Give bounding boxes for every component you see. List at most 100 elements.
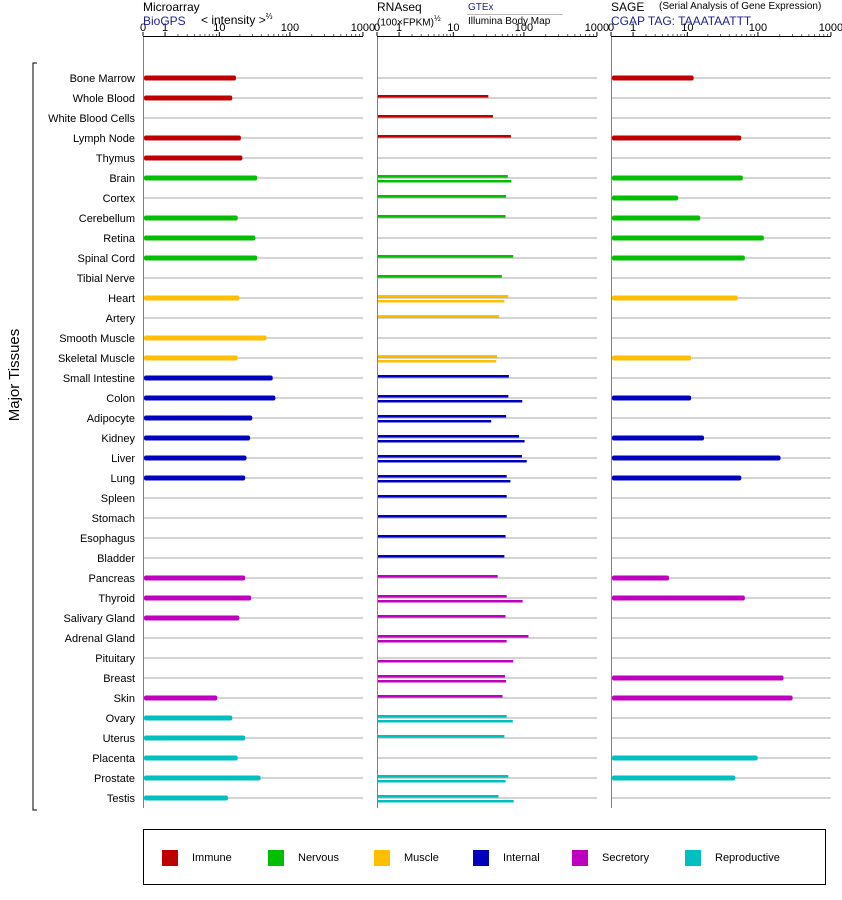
legend-item-muscle: Muscle [374,849,439,867]
category-label-spleen: Spleen [101,493,135,505]
category-label-brain: Brain [109,173,135,185]
microarray-bar-skin [144,695,218,701]
sage-x-tick-label: 100 [749,22,767,34]
rnaseq-gtex-bar-testis [378,795,499,798]
rnaseq-gtex-bar-stomach [378,515,507,518]
rnaseq-illumina-body-map-bar-ovary [378,720,513,723]
category-label-lung: Lung [111,473,135,485]
rnaseq-illumina-body-map-bar-colon [378,400,523,403]
sage-bar-prostate [612,775,736,781]
tissue-expression-chart: Major Tissues Bone Marrow Whole Blood White… [6,22,842,811]
category-label-stomach: Stomach [92,513,135,525]
category-label-cortex: Cortex [103,193,136,205]
sage-bar-spinal-cord [612,255,745,261]
rnaseq-unit-label: (100×FPKM) [377,17,434,29]
category-label-adrenal-gland: Adrenal Gland [65,633,135,645]
rnaseq-gtex-bar-skin [378,695,503,698]
microarray-bar-kidney [144,435,251,441]
category-label-thymus: Thymus [96,153,136,165]
category-label-artery: Artery [106,313,136,325]
category-label-pancreas: Pancreas [89,573,136,585]
category-label-spinal-cord: Spinal Cord [78,253,135,265]
rnaseq-x-tick-label: 1000 [585,22,609,34]
rnaseq-unit: (100×FPKM)½ [377,14,441,28]
rnaseq-illumina-body-map-bar-heart [378,300,505,303]
category-label-adipocyte: Adipocyte [87,413,135,425]
rnaseq-gtex-bar-white-blood-cells [378,115,493,118]
rnaseq-gtex-bar-skeletal-muscle [378,355,497,358]
category-label-skeletal-muscle: Skeletal Muscle [58,353,135,365]
microarray-bar-smooth-muscle [144,335,267,341]
sage-bar-brain [612,175,743,181]
sage-bar-retina [612,235,764,241]
category-label-heart: Heart [108,293,135,305]
rnaseq-gtex-bar-cortex [378,195,507,198]
category-label-colon: Colon [106,393,135,405]
rnaseq-gtex-bar-heart [378,295,509,298]
legend-item-nervous: Nervous [268,849,339,867]
microarray-x-tick-label: 0 [140,22,146,34]
microarray-x-tick-label: 1 [162,22,168,34]
sage-bar-lung [612,475,742,481]
legend-swatch-muscle [374,850,390,866]
microarray-unit-exponent: ⅔ [265,12,273,21]
microarray-bar-placenta [144,755,238,761]
rnaseq-gtex-bar-adipocyte [378,415,507,418]
microarray-bar-thyroid [144,595,252,601]
rnaseq-gtex-bar-ovary [378,715,507,718]
microarray-bar-lymph-node [144,135,241,141]
legend-swatch-immune [162,850,178,866]
rnaseq-illumina-body-map-bar-adrenal-gland [378,640,507,643]
legend-item-secretory: Secretory [572,849,649,867]
microarray-unit-label: < intensity > [201,13,266,27]
category-label-salivary-gland: Salivary Gland [63,613,135,625]
sage-bar-breast [612,675,784,681]
legend-label-secretory: Secretory [602,852,650,864]
rnaseq-gtex-bar-spleen [378,495,507,498]
category-label-esophagus: Esophagus [80,533,136,545]
rnaseq-illumina-body-map-bar-liver [378,460,527,463]
category-label-lymph-node: Lymph Node [73,133,135,145]
sage-bar-placenta [612,755,758,761]
legend-label-immune: Immune [192,852,232,864]
rnaseq-gtex-bar-tibial-nerve [378,275,502,278]
category-label-liver: Liver [111,453,135,465]
rnaseq-source-illumina: Illumina Body Map [468,16,551,27]
microarray-bar-lung [144,475,246,481]
microarray-bar-colon [144,395,276,401]
microarray-x-tick-label: 1000 [351,22,375,34]
rnaseq-source-divider [467,14,563,15]
y-axis-label: Major Tissues [6,329,23,422]
microarray-bar-brain [144,175,258,181]
sage-bar-heart [612,295,738,301]
category-label-small-intestine: Small Intestine [63,373,135,385]
sage-bar-lymph-node [612,135,742,141]
sage-x-tick-label: 1000 [819,22,842,34]
legend-label-reproductive: Reproductive [715,852,780,864]
rnaseq-illumina-body-map-bar-brain [378,180,512,183]
category-label-pituitary: Pituitary [95,653,135,665]
sage-x-tick-label: 0 [608,22,614,34]
rnaseq-gtex-bar-small-intestine [378,375,509,378]
category-label-breast: Breast [103,673,135,685]
sage-bar-colon [612,395,692,401]
microarray-bar-ovary [144,715,233,721]
sage-bar-cerebellum [612,215,701,221]
legend-swatch-internal [473,850,489,866]
category-label-bladder: Bladder [97,553,135,565]
microarray-bar-small-intestine [144,375,273,381]
microarray-unit: < intensity >⅔ [201,12,272,27]
category-label-cerebellum: Cerebellum [79,213,135,225]
rnaseq-illumina-body-map-bar-breast [378,680,507,683]
sage-x-tick-label: 1 [630,22,636,34]
rnaseq-gtex-bar-kidney [378,435,520,438]
microarray-bar-cerebellum [144,215,238,221]
legend: Immune Nervous Muscle Internal Secretory… [143,829,826,885]
rnaseq-x-tick-label: 1 [396,22,402,34]
sage-bar-pancreas [612,575,670,581]
category-label-prostate: Prostate [94,773,135,785]
category-label-whole-blood: Whole Blood [73,93,135,105]
rnaseq-illumina-body-map-bar-prostate [378,780,506,783]
category-label-uterus: Uterus [103,733,136,745]
sage-bar-thyroid [612,595,745,601]
